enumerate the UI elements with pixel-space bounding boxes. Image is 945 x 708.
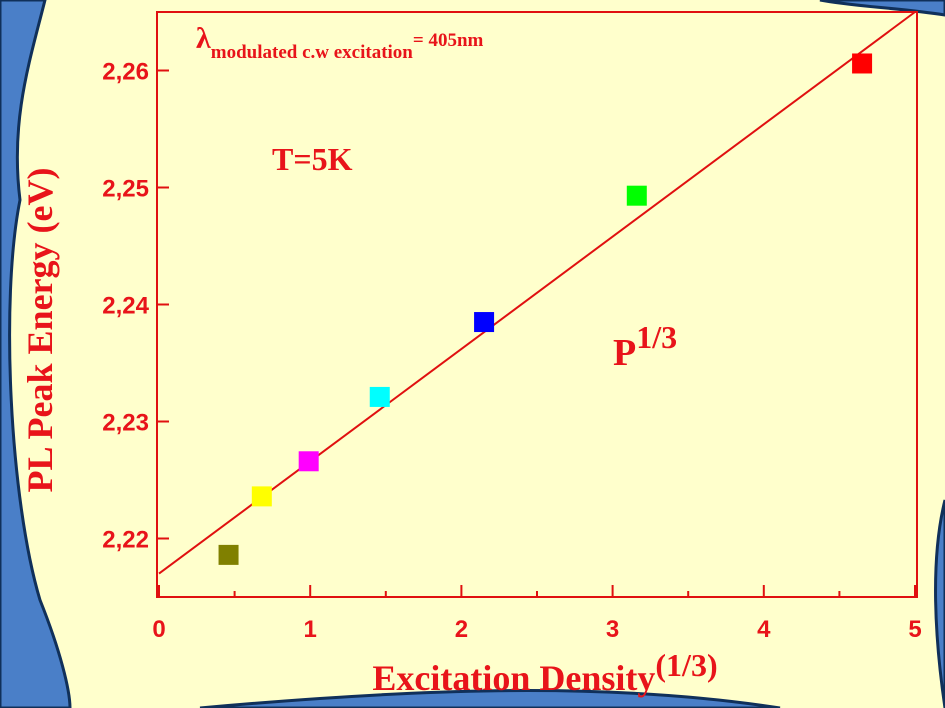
annotation: P1/3 xyxy=(613,319,677,374)
y-tick-label: 2,22 xyxy=(102,527,149,554)
y-tick-label: 2,23 xyxy=(102,410,149,437)
y-axis-label: PL Peak Energy (eV) xyxy=(20,168,60,493)
x-tick-label: 3 xyxy=(606,616,619,643)
x-tick-label: 1 xyxy=(304,616,317,643)
plot-frame xyxy=(156,11,918,598)
data-point xyxy=(852,53,873,74)
x-tick-label: 5 xyxy=(908,616,921,643)
annotation: T=5K xyxy=(272,141,353,177)
y-tick-label: 2,25 xyxy=(102,176,149,203)
background-shape xyxy=(0,0,72,708)
data-point xyxy=(369,386,390,407)
data-point xyxy=(474,312,495,333)
background-shape xyxy=(199,689,781,708)
x-tick-label: 0 xyxy=(152,616,165,643)
data-point xyxy=(251,486,272,507)
x-tick-label: 2 xyxy=(455,616,468,643)
y-tick-label: 2,26 xyxy=(102,59,149,86)
data-point xyxy=(626,185,647,206)
x-axis-label: Excitation Density(1/3) xyxy=(372,647,717,698)
background-shape xyxy=(934,499,945,708)
annotation: λmodulated c.w excitation= 405nm xyxy=(196,22,484,63)
y-tick-label: 2,24 xyxy=(102,293,149,320)
fit-line xyxy=(158,11,916,575)
data-point xyxy=(218,544,239,565)
x-tick-label: 4 xyxy=(757,616,771,643)
data-point xyxy=(298,451,319,472)
background-shape xyxy=(819,0,945,17)
